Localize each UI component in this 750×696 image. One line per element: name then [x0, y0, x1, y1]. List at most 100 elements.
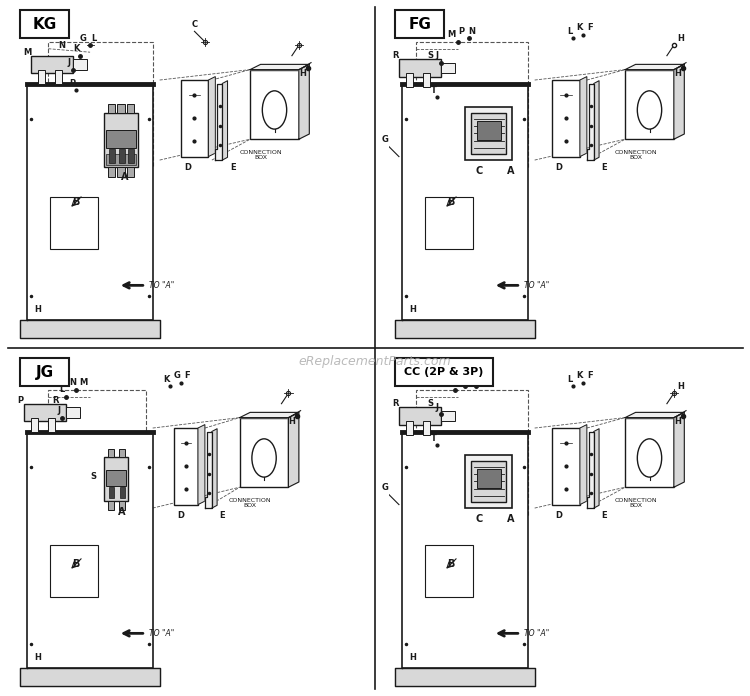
Text: P: P — [17, 396, 23, 404]
Text: KG: KG — [33, 17, 57, 32]
Bar — [118, 449, 124, 457]
Polygon shape — [211, 429, 217, 508]
Bar — [50, 197, 98, 249]
Text: A: A — [118, 507, 125, 516]
Text: F: F — [587, 372, 593, 380]
Bar — [50, 545, 98, 597]
Bar — [416, 390, 528, 515]
Text: G: G — [80, 34, 86, 42]
Text: T: T — [430, 86, 436, 95]
Bar — [423, 421, 430, 435]
Text: B: B — [448, 197, 454, 207]
Text: N: N — [69, 379, 76, 387]
Text: J: J — [436, 52, 439, 60]
Text: R: R — [392, 52, 399, 60]
Text: L: L — [91, 34, 96, 42]
Text: eReplacementParts.com: eReplacementParts.com — [298, 355, 452, 368]
Polygon shape — [399, 59, 441, 77]
Text: K: K — [73, 45, 80, 53]
Polygon shape — [298, 65, 309, 139]
Bar — [48, 390, 146, 515]
Polygon shape — [289, 412, 298, 487]
Polygon shape — [403, 84, 528, 320]
Polygon shape — [552, 428, 580, 505]
Bar — [120, 487, 124, 498]
Bar — [406, 73, 412, 87]
Polygon shape — [580, 77, 586, 157]
Text: A: A — [121, 173, 128, 182]
Text: S: S — [427, 52, 433, 60]
Bar — [441, 411, 454, 421]
Text: CONNECTION
BOX: CONNECTION BOX — [614, 498, 657, 509]
Text: G: G — [173, 372, 181, 380]
Polygon shape — [20, 320, 160, 338]
Bar — [477, 121, 500, 140]
Text: B: B — [73, 197, 80, 207]
Text: K: K — [164, 375, 170, 383]
Text: H: H — [299, 69, 306, 77]
Bar — [104, 457, 128, 501]
Text: TO "A": TO "A" — [149, 629, 175, 638]
Text: N: N — [469, 27, 476, 35]
Bar — [118, 104, 124, 113]
Text: B: B — [73, 559, 80, 569]
Text: CONNECTION
BOX: CONNECTION BOX — [614, 150, 657, 161]
Polygon shape — [222, 81, 227, 160]
Bar — [118, 150, 124, 163]
Text: H: H — [34, 654, 41, 662]
Bar — [20, 10, 69, 38]
Text: P: P — [455, 375, 461, 383]
Text: R: R — [392, 400, 399, 408]
Polygon shape — [173, 428, 198, 505]
Text: H: H — [289, 417, 296, 425]
Polygon shape — [403, 432, 528, 668]
Text: JG: JG — [36, 365, 54, 380]
Text: CC (2P & 3P): CC (2P & 3P) — [404, 367, 484, 377]
Polygon shape — [594, 429, 599, 508]
Text: FG: FG — [409, 17, 431, 32]
Text: H: H — [410, 306, 416, 314]
Text: S: S — [91, 473, 97, 481]
Text: N: N — [58, 41, 66, 49]
Text: P: P — [458, 27, 465, 35]
Text: F: F — [184, 372, 190, 380]
Text: H: H — [677, 34, 684, 42]
Bar — [471, 461, 506, 503]
Bar — [395, 358, 493, 386]
Text: C: C — [476, 514, 482, 523]
Bar — [108, 167, 115, 177]
Text: H: H — [410, 654, 416, 662]
Bar — [108, 104, 115, 113]
Text: C: C — [191, 20, 197, 29]
Text: J: J — [68, 58, 70, 67]
Polygon shape — [552, 80, 580, 157]
Text: L: L — [567, 27, 572, 35]
Bar — [109, 150, 115, 163]
Polygon shape — [395, 320, 535, 338]
Text: TO "A": TO "A" — [524, 281, 550, 290]
Text: M: M — [447, 31, 455, 39]
Polygon shape — [181, 80, 209, 157]
Text: J: J — [57, 406, 60, 415]
Polygon shape — [395, 668, 535, 686]
Bar — [127, 167, 134, 177]
Text: L: L — [59, 386, 64, 394]
Bar — [626, 418, 674, 487]
Text: J: J — [436, 403, 439, 411]
Bar — [38, 70, 45, 84]
Bar — [108, 449, 114, 457]
Text: D: D — [556, 511, 562, 519]
Text: P: P — [70, 79, 76, 88]
Text: TO "A": TO "A" — [524, 629, 550, 638]
Text: K: K — [577, 24, 583, 32]
Polygon shape — [674, 65, 684, 139]
Bar — [127, 104, 134, 113]
Bar — [56, 70, 62, 84]
Polygon shape — [28, 432, 153, 668]
Text: G: G — [382, 483, 388, 491]
Polygon shape — [626, 412, 684, 418]
Text: D: D — [184, 163, 191, 171]
Text: H: H — [674, 417, 681, 425]
Bar — [416, 42, 528, 167]
Bar — [423, 73, 430, 87]
